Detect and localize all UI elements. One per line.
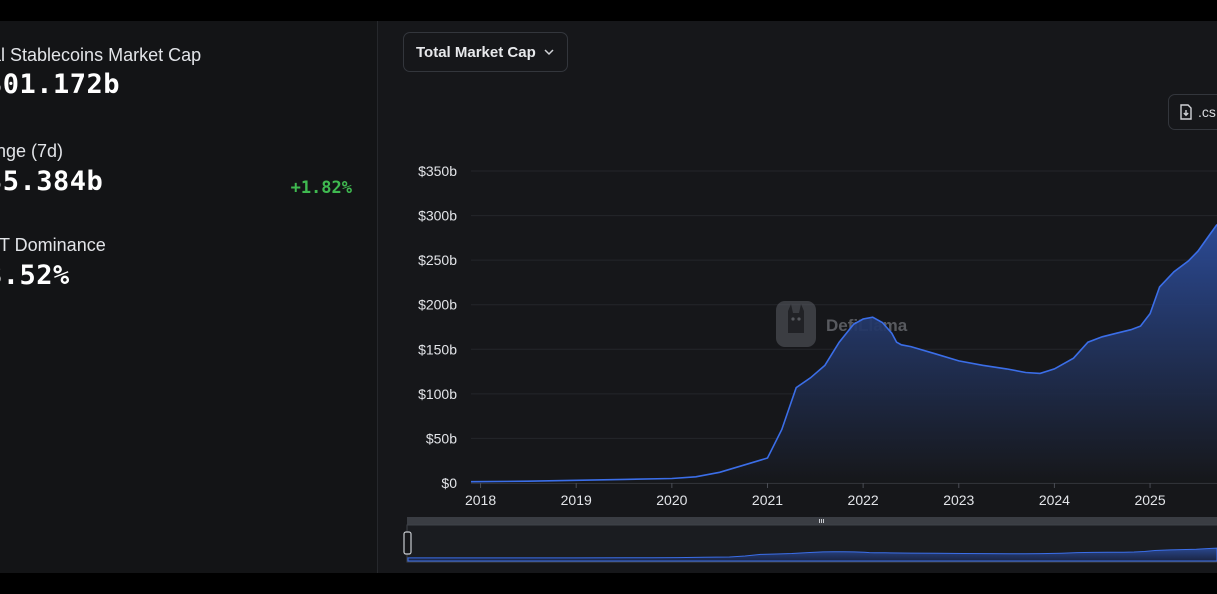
- change-7d-value: $5.384b: [0, 166, 104, 197]
- y-tick-label: $300b: [418, 208, 457, 224]
- x-tick-label: 2022: [848, 492, 879, 508]
- stats-panel: tal Stablecoins Market Cap 301.172b ange…: [0, 21, 377, 573]
- brush-grip-icon[interactable]: [819, 519, 824, 523]
- app-frame: tal Stablecoins Market Cap 301.172b ange…: [0, 21, 1217, 573]
- panel-divider: [377, 21, 378, 573]
- y-tick-label: $150b: [418, 341, 457, 357]
- x-tick-label: 2018: [465, 492, 496, 508]
- time-range-brush[interactable]: [403, 517, 1217, 563]
- x-tick-label: 2021: [752, 492, 783, 508]
- x-tick-label: 2024: [1039, 492, 1070, 508]
- download-csv-label: .cs: [1198, 104, 1216, 120]
- x-axis: 2018 2019 2020 2021 2022 2023 2024 2025: [465, 483, 1166, 508]
- brush-top-bar[interactable]: [407, 517, 1217, 525]
- brush-minimap-area: [407, 547, 1217, 562]
- x-tick-label: 2025: [1134, 492, 1165, 508]
- chart-panel: Total Market Cap .cs: [378, 21, 1217, 573]
- market-cap-chart: $0$50b$100b$150b$200b$250b$300b$350b Def…: [403, 163, 1217, 563]
- usdt-dominance-label: DT Dominance: [0, 235, 106, 255]
- x-tick-label: 2019: [561, 492, 592, 508]
- market-cap-area: [471, 224, 1217, 483]
- y-tick-label: $100b: [418, 386, 457, 402]
- change-7d-percent: +1.82%: [290, 178, 352, 198]
- metric-select-label: Total Market Cap: [416, 43, 536, 61]
- y-tick-label: $200b: [418, 297, 457, 313]
- change-7d-label: ange (7d): [0, 141, 64, 161]
- y-axis: $0 $50b $100b $150b $200b $250b $300b $350b: [418, 163, 457, 491]
- x-tick-label: 2020: [656, 492, 687, 508]
- y-tick-label: $350b: [418, 163, 457, 179]
- y-tick-label: $50b: [426, 430, 457, 446]
- y-tick-label: $0: [441, 475, 457, 491]
- total-stablecoins-mcap-label: tal Stablecoins Market Cap: [0, 45, 202, 65]
- brush-left-handle[interactable]: [403, 531, 412, 555]
- download-csv-button[interactable]: .cs: [1168, 94, 1217, 130]
- llama-logo-icon: [776, 301, 816, 347]
- chevron-down-icon: [544, 49, 554, 56]
- market-cap-line: [470, 224, 1217, 483]
- x-tick-label: 2023: [943, 492, 974, 508]
- usdt-dominance-value: 8.52%: [0, 260, 70, 291]
- total-stablecoins-mcap-value: 301.172b: [0, 69, 121, 100]
- metric-select[interactable]: Total Market Cap: [403, 32, 568, 72]
- y-tick-label: $250b: [418, 252, 457, 268]
- file-download-icon: [1180, 104, 1192, 120]
